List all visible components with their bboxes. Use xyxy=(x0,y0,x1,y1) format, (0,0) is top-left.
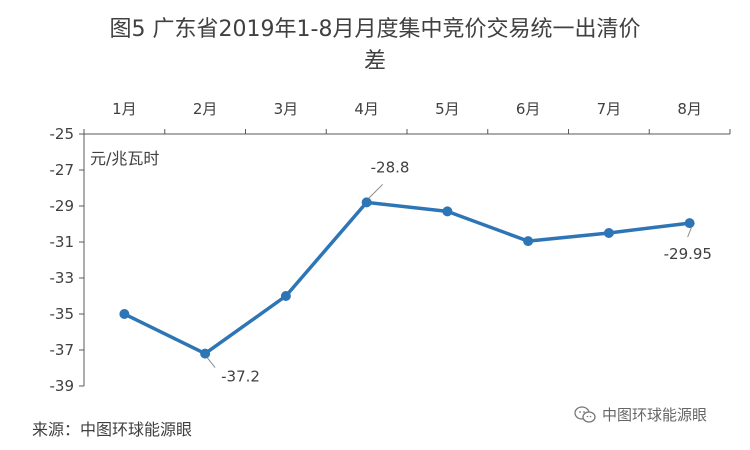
data-point xyxy=(684,218,695,229)
y-tick-label: -25 xyxy=(50,125,75,143)
y-tick-label: -33 xyxy=(50,269,75,287)
x-tick-label: 1月 xyxy=(112,100,137,118)
x-tick-label: 2月 xyxy=(193,100,218,118)
data-point xyxy=(119,309,130,319)
wechat-icon xyxy=(574,405,596,423)
y-tick-label: -39 xyxy=(50,377,75,395)
data-point xyxy=(442,206,453,217)
data-point xyxy=(280,291,291,301)
chart-title-line1: 图5 广东省2019年1-8月月度集中竞价交易统一出清价 xyxy=(109,17,641,42)
x-tick-label: 4月 xyxy=(354,100,379,118)
data-point xyxy=(603,228,614,238)
chart-title-line2: 差 xyxy=(363,49,386,74)
x-tick-label: 3月 xyxy=(274,100,299,118)
leader-line xyxy=(206,357,216,368)
data-point xyxy=(200,348,211,359)
y-tick-label: -37 xyxy=(50,341,75,359)
x-tick-label: 7月 xyxy=(597,100,622,118)
data-label-group: -37.2 -28.8 -29.95 xyxy=(206,158,712,386)
unit-label: 元/兆瓦时 xyxy=(90,149,159,168)
watermark: 中图环球能源眼 xyxy=(574,404,707,425)
data-label: -28.8 xyxy=(371,158,410,176)
y-tick-label: -29 xyxy=(50,197,75,215)
y-tick-group: -25 -27 -29 -31 -33 -35 -37 -39 xyxy=(50,125,84,395)
x-tick-group: 1月 2月 3月 4月 5月 6月 7月 8月 xyxy=(83,100,731,134)
watermark-text: 中图环球能源眼 xyxy=(602,406,708,424)
leader-line xyxy=(368,184,383,199)
data-point xyxy=(523,236,534,247)
x-tick-label: 6月 xyxy=(516,100,541,118)
y-tick-label: -27 xyxy=(50,161,75,179)
x-tick-label: 8月 xyxy=(677,100,702,118)
leader-line xyxy=(687,226,693,238)
series-line xyxy=(123,200,690,356)
chart-title: 图5 广东省2019年1-8月月度集中竞价交易统一出清价 差 xyxy=(0,14,750,78)
y-tick-label: -31 xyxy=(50,233,75,251)
data-point xyxy=(361,197,372,208)
data-label: -29.95 xyxy=(664,245,712,263)
source-note: 来源：中图环球能源眼 xyxy=(32,420,193,439)
series-group xyxy=(119,197,695,359)
data-label: -37.2 xyxy=(221,368,260,386)
x-tick-label: 5月 xyxy=(435,100,460,118)
y-tick-label: -35 xyxy=(50,305,75,323)
